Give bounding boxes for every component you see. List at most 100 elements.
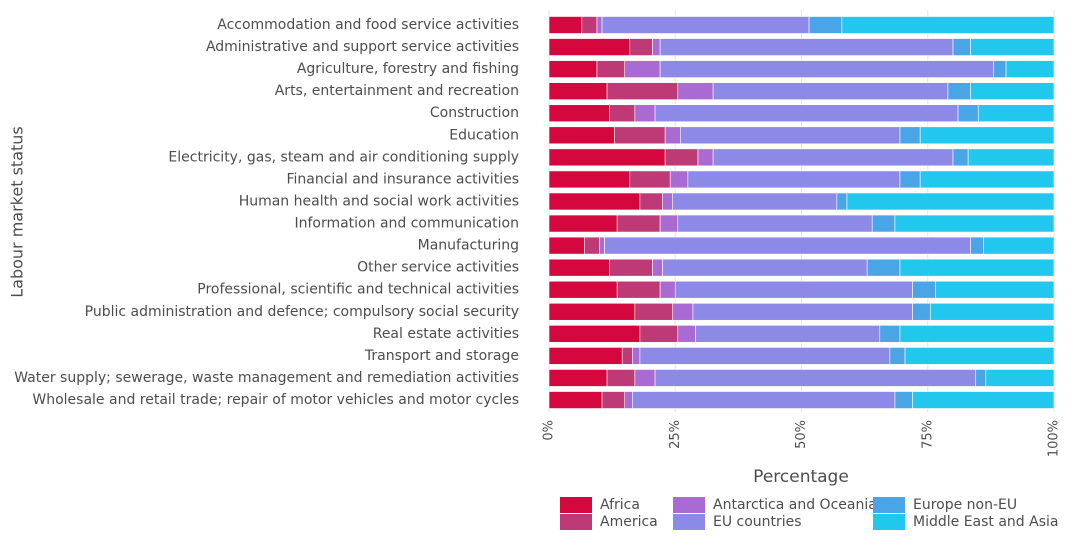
bar-segment [596, 16, 603, 34]
bar-segment [596, 60, 626, 78]
bar-segment [899, 258, 1055, 277]
bar-segment [677, 325, 696, 343]
bar-segment [894, 391, 913, 409]
y-tick-label: Accommodation and food service activitie… [217, 17, 519, 33]
bar-segment [639, 192, 663, 211]
bar-segment [601, 391, 626, 409]
bar-segment [836, 192, 848, 211]
x-tick-label: 0% [542, 420, 557, 441]
bar-segment [624, 391, 633, 409]
bar-segment [664, 148, 699, 167]
bar-segment [697, 148, 714, 167]
bar-segment [606, 82, 679, 100]
bar-segment [654, 369, 977, 387]
bar-segment [599, 236, 605, 255]
y-tick-label: Information and communication [294, 216, 519, 232]
bar-segment [548, 148, 666, 167]
bar-segment [614, 126, 666, 145]
y-tick-label: Professional, scientific and technical a… [197, 282, 519, 298]
x-tick-label: 25% [668, 420, 683, 449]
bar-segment [548, 104, 610, 123]
bar-segment [609, 104, 636, 123]
y-tick-label: Public administration and defence; compu… [85, 304, 519, 320]
bar-segment [548, 236, 585, 255]
legend-label: Africa [600, 497, 640, 513]
bar-segment [659, 60, 994, 78]
bar-segment [679, 126, 901, 145]
bar-segment [674, 280, 913, 299]
bar-segment [664, 126, 681, 145]
bar-segment [975, 369, 987, 387]
bar-segment [639, 325, 679, 343]
legend-swatch [560, 514, 592, 530]
bar-segment [967, 148, 1055, 167]
bar-segment [616, 214, 661, 233]
bar-segment [970, 38, 1055, 56]
bar-segment [935, 280, 1055, 299]
bar-segment [581, 16, 598, 34]
bar-segment [548, 82, 608, 100]
legend-swatch [673, 497, 705, 513]
bar-segment [952, 38, 971, 56]
bar-segment [970, 236, 984, 255]
bar-segment [659, 214, 679, 233]
bar-segment [548, 302, 636, 321]
bar-segment [548, 192, 641, 211]
bar-segment [952, 148, 969, 167]
bar-segment [616, 280, 661, 299]
bar-segment [662, 192, 674, 211]
bar-segment [846, 192, 1055, 211]
bar-segment [985, 369, 1055, 387]
bar-segment [919, 170, 1055, 189]
bar-segment [652, 38, 661, 56]
bar-segment [866, 258, 901, 277]
bar-segment [912, 391, 1055, 409]
bar-segment [982, 236, 1055, 255]
y-tick-label: Water supply; sewerage, waste management… [14, 370, 519, 386]
y-tick-label: Administrative and support service activ… [206, 39, 519, 55]
y-tick-label: Electricity, gas, steam and air conditio… [168, 149, 519, 165]
bar-segment [1005, 60, 1055, 78]
bar-segment [624, 60, 661, 78]
bar-segment [604, 236, 971, 255]
y-axis-label: Labour market status [8, 126, 27, 298]
bar-segment [609, 258, 653, 277]
bar-segment [548, 16, 583, 34]
bar-segment [899, 170, 921, 189]
bar-segment [912, 280, 936, 299]
legend-label: America [600, 514, 658, 530]
bar-segment [677, 82, 714, 100]
bar-segment [601, 16, 810, 34]
bar-segment [548, 391, 603, 409]
legend-label: Europe non-EU [913, 497, 1017, 513]
bar-segment [548, 325, 641, 343]
y-tick-label: Human health and social work activities [239, 193, 519, 209]
bar-segment [634, 369, 656, 387]
bar-segment [548, 214, 618, 233]
bar-segment [919, 126, 1055, 145]
bar-segment [659, 280, 676, 299]
bar-segment [695, 325, 881, 343]
bar-segment [957, 104, 979, 123]
bar-segment [634, 302, 674, 321]
bar-segment [947, 82, 971, 100]
y-tick-label: Transport and storage [364, 348, 519, 364]
y-tick-label: Wholesale and retail trade; repair of mo… [32, 392, 519, 408]
bar-segment [662, 258, 868, 277]
y-tick-label: Other service activities [357, 260, 519, 276]
bar-segment [692, 302, 913, 321]
bar-segment [548, 369, 608, 387]
bar-segment [548, 60, 598, 78]
bar-segment [894, 214, 1055, 233]
legend-label: Antarctica and Oceania [713, 497, 877, 513]
bar-segment [634, 104, 656, 123]
bar-segment [548, 170, 631, 189]
bar-segment [632, 391, 896, 409]
bar-segment [606, 369, 636, 387]
bar-segment [899, 126, 921, 145]
bar-segment [669, 170, 689, 189]
bar-segment [879, 325, 901, 343]
y-tick-label: Real estate activities [373, 326, 519, 342]
bar-segment [629, 170, 671, 189]
bar-segment [977, 104, 1055, 123]
